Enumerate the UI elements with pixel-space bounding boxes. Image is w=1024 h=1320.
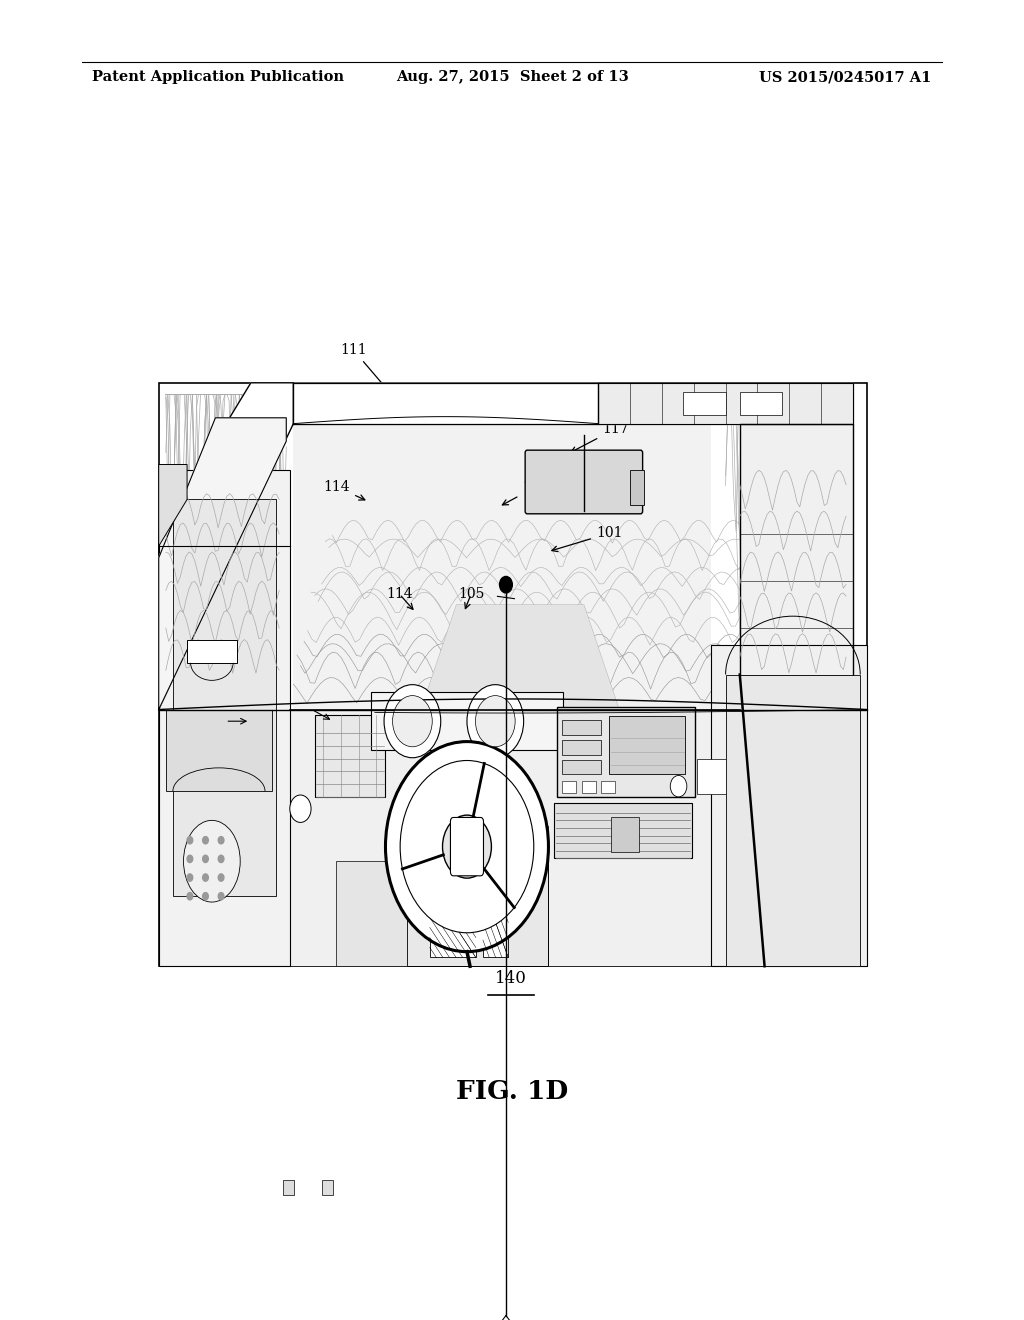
Text: FIG. 1D: FIG. 1D xyxy=(456,1080,568,1104)
Circle shape xyxy=(384,685,440,758)
Bar xyxy=(187,639,237,663)
Polygon shape xyxy=(293,383,598,424)
FancyBboxPatch shape xyxy=(451,817,483,875)
Bar xyxy=(166,710,272,791)
Bar xyxy=(712,645,867,966)
Circle shape xyxy=(467,685,523,758)
Bar xyxy=(159,710,867,966)
Polygon shape xyxy=(159,383,293,710)
FancyBboxPatch shape xyxy=(525,450,643,513)
Circle shape xyxy=(218,855,224,862)
Bar xyxy=(610,817,639,853)
Bar xyxy=(557,706,695,797)
Circle shape xyxy=(203,837,208,843)
Circle shape xyxy=(218,892,224,900)
Bar xyxy=(726,675,860,966)
Bar xyxy=(323,1180,334,1195)
Circle shape xyxy=(203,855,208,862)
Text: Aug. 27, 2015  Sheet 2 of 13: Aug. 27, 2015 Sheet 2 of 13 xyxy=(395,70,629,84)
Circle shape xyxy=(392,696,432,747)
Polygon shape xyxy=(293,383,853,424)
Circle shape xyxy=(290,795,311,822)
Bar xyxy=(173,499,275,896)
Bar xyxy=(739,392,782,414)
Circle shape xyxy=(187,874,193,882)
Circle shape xyxy=(671,776,687,797)
Text: 114: 114 xyxy=(324,480,365,500)
Bar xyxy=(697,759,726,795)
Circle shape xyxy=(187,837,193,843)
Text: 105: 105 xyxy=(458,587,484,601)
Text: 111: 111 xyxy=(340,343,394,399)
Bar xyxy=(159,470,290,966)
Circle shape xyxy=(203,874,208,882)
Bar xyxy=(630,470,644,506)
Polygon shape xyxy=(159,418,287,710)
Circle shape xyxy=(500,577,512,593)
Circle shape xyxy=(187,855,193,862)
Circle shape xyxy=(187,892,193,900)
Bar xyxy=(562,741,601,755)
Bar xyxy=(554,803,692,858)
Bar xyxy=(683,392,726,414)
Circle shape xyxy=(218,837,224,843)
Polygon shape xyxy=(159,465,187,546)
Bar xyxy=(159,383,867,966)
Circle shape xyxy=(385,742,549,952)
Bar xyxy=(582,780,596,793)
Bar xyxy=(293,383,712,710)
Bar xyxy=(562,721,601,735)
Bar xyxy=(562,780,577,793)
Bar xyxy=(372,692,562,750)
Text: 101: 101 xyxy=(552,527,623,552)
Bar xyxy=(601,780,615,793)
Bar xyxy=(314,715,385,797)
Bar xyxy=(283,1180,294,1195)
Bar xyxy=(483,887,508,957)
Circle shape xyxy=(218,874,224,882)
Bar xyxy=(336,861,407,966)
Bar xyxy=(598,383,853,424)
Bar xyxy=(407,838,549,966)
Circle shape xyxy=(457,854,484,891)
Polygon shape xyxy=(739,424,853,710)
Bar xyxy=(430,887,476,957)
Bar xyxy=(609,715,685,775)
Circle shape xyxy=(203,892,208,900)
Text: 112: 112 xyxy=(503,480,549,504)
Circle shape xyxy=(475,696,515,747)
Text: Patent Application Publication: Patent Application Publication xyxy=(92,70,344,84)
Polygon shape xyxy=(421,605,620,710)
Ellipse shape xyxy=(183,821,241,902)
Text: 117: 117 xyxy=(571,422,629,453)
Bar xyxy=(562,760,601,775)
Circle shape xyxy=(400,760,534,933)
Text: 114: 114 xyxy=(386,587,413,601)
Text: US 2015/0245017 A1: US 2015/0245017 A1 xyxy=(760,70,932,84)
Text: 140: 140 xyxy=(495,970,527,987)
Bar xyxy=(407,826,549,861)
Circle shape xyxy=(442,816,492,878)
